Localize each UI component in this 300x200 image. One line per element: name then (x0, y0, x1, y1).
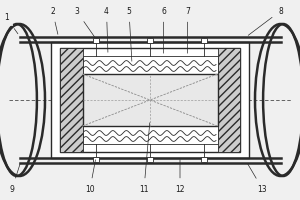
Bar (218, 48, 240, 152)
Bar (82, 74, 218, 126)
Text: 1: 1 (4, 14, 18, 34)
Bar (82, 126, 218, 144)
Bar (93, 157, 99, 162)
Text: 10: 10 (85, 160, 95, 194)
Text: 8: 8 (248, 6, 283, 35)
Text: 7: 7 (185, 6, 190, 53)
Bar (60, 48, 82, 152)
Text: 4: 4 (104, 6, 109, 52)
Text: 5: 5 (127, 6, 132, 61)
Bar (93, 38, 99, 43)
Bar (60, 48, 240, 152)
Bar (147, 157, 153, 162)
Bar (82, 56, 218, 74)
Bar (51, 42, 249, 158)
Text: 13: 13 (248, 163, 267, 194)
Text: 9: 9 (10, 164, 20, 194)
Text: 3: 3 (74, 6, 94, 37)
Text: 6: 6 (161, 6, 166, 53)
Bar (201, 157, 207, 162)
Text: 12: 12 (175, 160, 185, 194)
Bar (147, 38, 153, 43)
Text: 2: 2 (50, 6, 58, 34)
Text: 11: 11 (139, 123, 150, 194)
Bar (201, 38, 207, 43)
